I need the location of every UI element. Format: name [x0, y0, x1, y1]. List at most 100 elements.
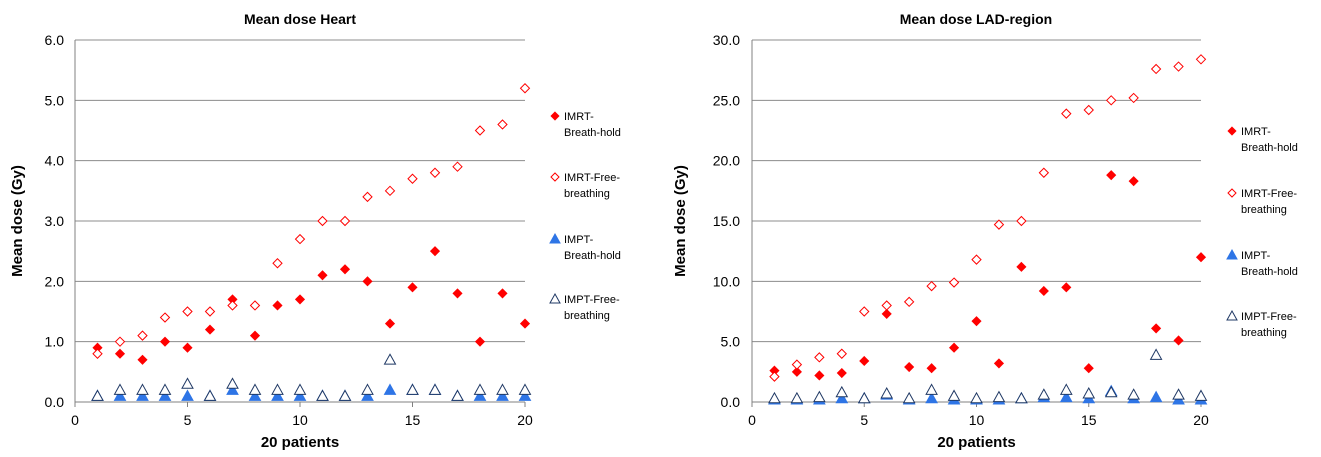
data-point: [158, 389, 172, 401]
data-point: [362, 276, 373, 287]
data-point: [136, 383, 149, 395]
data-point: [429, 167, 441, 178]
data-point: [947, 389, 961, 401]
data-point: [1016, 215, 1027, 227]
data-point: [926, 363, 937, 374]
y-tick-label: 1.0: [45, 334, 65, 350]
x-axis-label: 20 patients: [937, 434, 1015, 451]
legend-label: IMRT-: [1241, 126, 1271, 138]
data-point: [451, 389, 464, 401]
data-point: [1149, 390, 1163, 403]
legend-label: IMPT-: [564, 234, 594, 246]
data-point: [272, 300, 283, 311]
data-point: [1016, 261, 1027, 272]
legend-marker: [1226, 248, 1238, 260]
data-point: [182, 342, 193, 353]
data-point: [137, 330, 148, 341]
data-point: [496, 383, 509, 395]
y-tick-label: 20.0: [713, 153, 740, 169]
data-point: [249, 300, 261, 311]
series-impt-breath-hold: [91, 383, 532, 401]
data-point: [1104, 385, 1118, 398]
y-tick-label: 25.0: [713, 92, 740, 108]
data-point: [835, 391, 849, 404]
data-point: [813, 390, 826, 403]
legend-label: IMPT-: [1241, 250, 1271, 262]
x-tick-label: 10: [292, 412, 308, 428]
data-point: [1038, 167, 1050, 178]
y-tick-label: 5.0: [721, 334, 741, 350]
y-axis-label: Mean dose (Gy): [9, 165, 26, 277]
data-point: [474, 336, 486, 347]
data-point: [518, 383, 532, 395]
data-point: [880, 387, 894, 399]
data-point: [814, 370, 825, 381]
data-point: [948, 342, 960, 353]
data-point: [181, 389, 194, 401]
data-point: [497, 288, 508, 299]
chart-panel-1: Mean dose Heart 0.0 1.0 2.0 3.0 4.0 5.0 6.0 0 5 10…: [9, 11, 621, 451]
data-point: [1194, 389, 1208, 401]
data-point: [926, 280, 937, 292]
data-point: [1015, 391, 1028, 404]
data-point: [836, 348, 848, 359]
data-point: [159, 336, 171, 347]
data-point: [1195, 54, 1207, 65]
data-point: [317, 215, 328, 227]
series-imrt-breath-hold: [769, 170, 1207, 381]
data-point: [903, 296, 915, 308]
data-point: [791, 366, 802, 377]
data-point: [406, 383, 419, 395]
data-point: [316, 389, 329, 401]
x-tick-label: 15: [1081, 412, 1097, 428]
series-impt-breath-hold: [768, 384, 1208, 405]
data-point: [407, 173, 418, 184]
data-point: [1172, 388, 1185, 400]
data-point: [1082, 387, 1096, 399]
legend-label: breathing: [1241, 327, 1287, 339]
x-tick-label: 5: [860, 412, 868, 428]
x-tick-label: 15: [405, 412, 421, 428]
data-point: [1150, 63, 1162, 75]
data-point: [970, 391, 983, 404]
data-point: [226, 383, 239, 395]
x-axis-label: 20 patients: [261, 434, 339, 451]
legend-marker: [549, 292, 561, 304]
data-point: [496, 389, 509, 401]
data-point: [248, 389, 262, 401]
data-point: [407, 282, 418, 293]
data-point: [1059, 383, 1073, 395]
data-point: [181, 377, 194, 389]
series-imrt-free-breathing: [769, 54, 1207, 382]
data-point: [249, 330, 261, 341]
data-point: [159, 312, 171, 323]
legend: IMRT- Breath-hold IMRT-Free-breathing IMPT-…: [549, 111, 621, 322]
data-point: [272, 258, 283, 269]
data-point: [203, 389, 217, 401]
y-tick-label: 15.0: [713, 213, 740, 229]
data-point: [971, 316, 982, 327]
y-tick-label: 4.0: [45, 153, 65, 169]
data-point: [993, 219, 1005, 230]
data-point: [362, 191, 373, 203]
data-point: [993, 358, 1005, 369]
data-point: [971, 254, 982, 265]
data-point: [881, 300, 892, 311]
data-point: [1061, 282, 1072, 293]
data-point: [293, 383, 307, 395]
data-point: [271, 389, 284, 401]
data-point: [1059, 390, 1073, 403]
y-tick-label: 2.0: [45, 273, 65, 289]
data-point: [429, 246, 441, 257]
data-point: [769, 371, 780, 382]
data-point: [881, 308, 892, 319]
data-point: [859, 306, 870, 317]
data-point: [904, 361, 915, 373]
y-tick-label: 0.0: [721, 394, 741, 410]
data-point: [226, 377, 239, 389]
data-point: [227, 300, 238, 311]
legend-marker: [1227, 188, 1237, 198]
y-tick-label: 5.0: [45, 92, 65, 108]
data-point: [1083, 104, 1094, 116]
